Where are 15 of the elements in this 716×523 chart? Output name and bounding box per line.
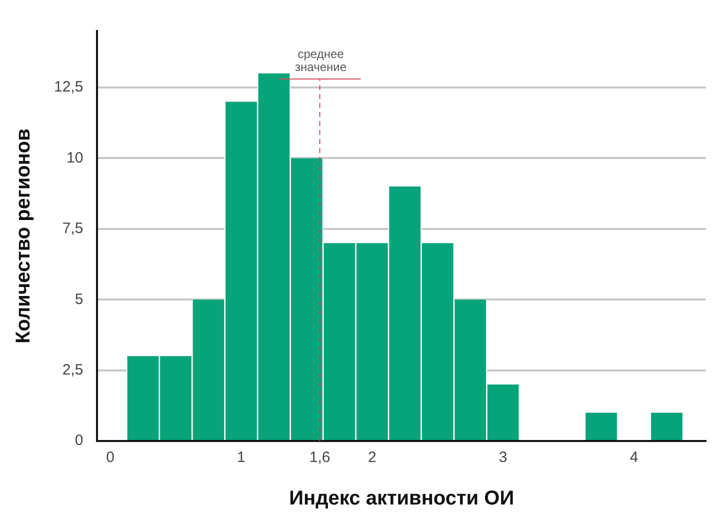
x-tick-label: 0 (106, 449, 114, 466)
y-tick-label: 12,5 (54, 78, 84, 96)
x-axis-title: Индекс активности ОИ (289, 488, 514, 510)
y-tick-label: 2,5 (62, 361, 84, 378)
x-tick-label: 1,6 (309, 449, 330, 466)
x-tick-label: 2 (368, 449, 376, 466)
y-axis-title: Количество регионов (12, 128, 35, 344)
y-tick-label: 10 (66, 149, 84, 166)
y-tick-label: 0 (74, 432, 84, 450)
y-tick-label: 5 (74, 290, 84, 308)
x-tick-label: 1 (237, 449, 246, 466)
x-tick-label: 3 (498, 449, 508, 466)
x-tick-label: 4 (630, 449, 638, 466)
y-tick-label: 7,5 (62, 220, 84, 238)
ref-line-label: среднее значение (295, 47, 347, 74)
